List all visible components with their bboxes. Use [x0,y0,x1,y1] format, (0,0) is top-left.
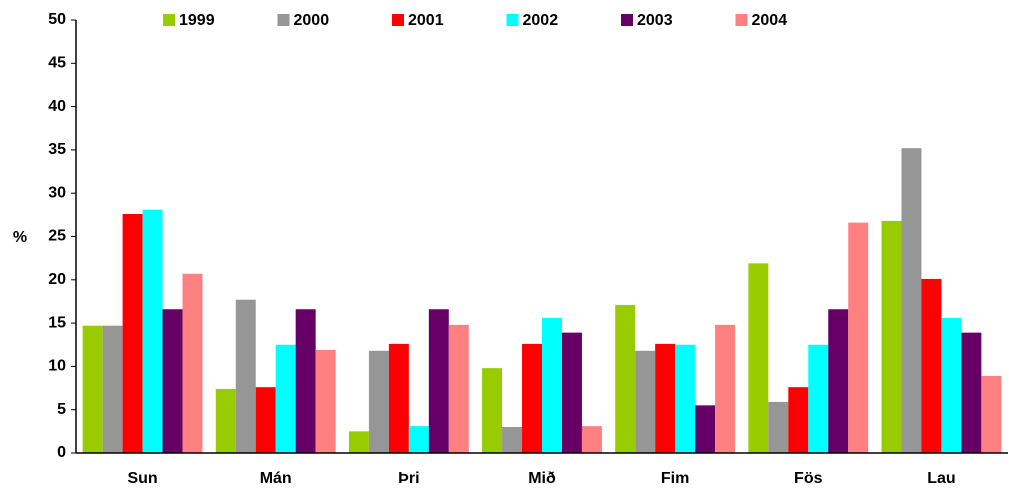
bar [961,332,982,453]
y-tick-label: 30 [48,184,66,201]
bar [695,405,716,453]
bar [901,148,922,453]
legend-label: 2000 [294,12,330,29]
bar [542,317,562,453]
x-tick-label: Fim [661,470,689,487]
bar [122,213,143,453]
bar [522,343,542,453]
bar [921,278,942,453]
bar [315,349,336,453]
bar [675,344,696,453]
y-tick-label: 10 [48,358,66,375]
bar [941,317,962,453]
bar [502,427,523,453]
bar [828,309,849,453]
y-tick-label: 25 [48,228,66,245]
y-tick-label: 50 [48,11,66,28]
bar [428,309,449,453]
bar [275,344,296,453]
bar [482,368,503,453]
x-tick-label: Mán [260,470,292,487]
bar [162,309,183,453]
bar [655,343,676,453]
x-tick-label: Fös [794,470,823,487]
x-tick-label: Sun [127,470,157,487]
bar [881,220,902,453]
bar [295,309,316,453]
bar [635,350,656,453]
bar [448,324,469,453]
bar [235,299,256,453]
bar [142,209,163,453]
legend-label: 1999 [179,12,215,29]
x-tick-label: Þri [398,470,419,487]
bar [215,388,236,453]
x-tick-label: Mið [528,470,556,487]
y-tick-label: 0 [57,444,66,461]
bar [368,350,389,453]
bar [408,426,429,453]
bar [82,325,103,453]
bar [981,375,1002,453]
y-axis-label: % [13,229,27,246]
y-tick-label: 5 [57,401,66,418]
legend-swatch [392,14,404,26]
y-tick-label: 45 [48,55,66,72]
legend-label: 2001 [408,12,444,29]
legend-swatch [621,14,633,26]
legend-swatch [506,14,519,26]
bar [715,324,736,453]
bar [388,343,409,453]
y-tick-label: 40 [48,98,66,115]
y-tick-label: 20 [48,271,66,288]
y-tick-label: 35 [48,141,66,158]
bar [348,431,369,453]
legend-swatch [163,14,175,26]
bar [808,344,829,453]
bar [182,273,203,453]
bar [788,387,809,453]
x-tick-label: Lau [927,470,955,487]
legend-label: 2002 [523,12,559,29]
legend-label: 2004 [752,12,788,29]
bar [581,426,602,453]
bar [102,325,123,453]
bar [848,222,869,453]
bar [615,304,636,453]
legend-swatch [735,14,748,26]
legend-swatch [277,14,290,26]
bar [748,263,769,453]
bar [561,332,582,453]
legend-label: 2003 [637,12,673,29]
y-tick-label: 15 [48,314,66,331]
bar [768,401,789,453]
bar [255,387,276,453]
